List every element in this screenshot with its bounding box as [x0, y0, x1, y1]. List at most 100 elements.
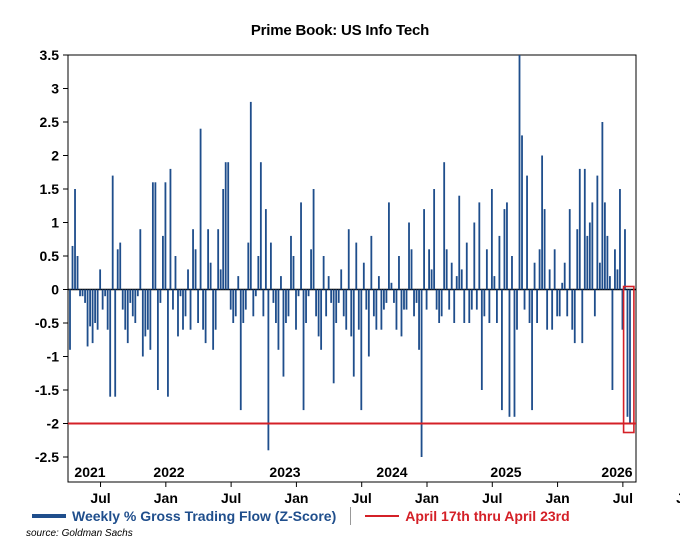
- bar: [478, 202, 481, 290]
- bar: [322, 256, 325, 290]
- bar: [330, 289, 333, 303]
- bar: [455, 276, 458, 290]
- bar: [111, 175, 114, 290]
- bar: [124, 289, 127, 330]
- bar: [332, 289, 335, 384]
- bar: [593, 289, 596, 317]
- bar: [375, 289, 378, 330]
- bar: [295, 289, 297, 330]
- bar: [194, 249, 197, 290]
- bar: [423, 209, 425, 290]
- bar: [606, 235, 609, 290]
- bar: [189, 289, 192, 330]
- bar: [624, 229, 626, 290]
- bar: [619, 189, 621, 290]
- bar: [614, 249, 616, 290]
- bar: [164, 182, 167, 290]
- bar: [445, 249, 448, 290]
- bar: [227, 162, 230, 290]
- bar: [184, 289, 187, 317]
- bar: [405, 289, 408, 310]
- bar: [571, 289, 574, 330]
- bar: [96, 289, 99, 330]
- source-note: source: Goldman Sachs: [26, 528, 133, 539]
- bar: [144, 289, 147, 337]
- x-tick-label: Jan: [546, 490, 570, 506]
- bar: [277, 289, 280, 350]
- bar: [212, 289, 215, 350]
- bar: [79, 289, 81, 297]
- bar: [383, 289, 385, 310]
- bar: [126, 289, 129, 344]
- bar: [169, 168, 172, 290]
- bar: [337, 289, 340, 303]
- bar: [498, 235, 501, 290]
- y-tick-label: -1.5: [35, 382, 59, 398]
- bar: [244, 289, 247, 310]
- legend-separator: [350, 507, 352, 525]
- bar: [285, 289, 287, 323]
- bar: [272, 289, 275, 303]
- year-label: 2023: [269, 464, 300, 480]
- bar: [443, 162, 446, 290]
- bar: [583, 168, 586, 290]
- bar: [151, 182, 154, 290]
- legend: Weekly % Gross Trading Flow (Z-Score) Ap…: [32, 506, 584, 526]
- bar: [573, 289, 576, 344]
- y-tick-label: 3.5: [40, 47, 60, 63]
- bar: [563, 262, 566, 290]
- bar: [149, 289, 152, 350]
- bar: [139, 229, 142, 290]
- bar: [598, 262, 601, 290]
- bar: [521, 135, 523, 290]
- bar: [305, 289, 307, 323]
- bar: [267, 289, 270, 451]
- bar: [237, 276, 240, 290]
- bar: [172, 289, 174, 310]
- bar: [217, 229, 220, 290]
- x-tick-label: Jan: [284, 490, 308, 506]
- bar: [433, 189, 436, 290]
- bar: [470, 289, 473, 310]
- bar: [292, 256, 295, 290]
- bar: [302, 289, 305, 411]
- bar: [101, 289, 104, 310]
- bar: [483, 289, 486, 317]
- year-label: 2021: [74, 464, 105, 480]
- bar: [121, 289, 124, 310]
- bar: [596, 175, 599, 290]
- bar: [415, 289, 418, 303]
- bar: [207, 229, 210, 290]
- bar: [177, 289, 179, 337]
- y-tick-label: 0: [51, 282, 59, 298]
- bar: [629, 289, 631, 424]
- bar: [367, 289, 370, 357]
- bar: [551, 289, 554, 330]
- bar: [576, 229, 579, 290]
- bar: [352, 289, 355, 377]
- bar: [214, 289, 217, 330]
- bar: [104, 289, 107, 297]
- bar: [503, 209, 506, 290]
- bar: [129, 289, 132, 303]
- bar: [317, 289, 320, 337]
- bar: [297, 289, 300, 297]
- bar: [94, 289, 97, 323]
- bar: [586, 235, 589, 290]
- bar: [232, 289, 235, 323]
- bar: [546, 289, 549, 330]
- legend-label-series: Weekly % Gross Trading Flow (Z-Score): [72, 508, 337, 524]
- bar: [616, 269, 619, 290]
- y-tick-label: 3: [51, 81, 59, 97]
- bar: [136, 289, 139, 297]
- bar: [370, 235, 373, 290]
- bar: [385, 289, 388, 303]
- bar: [327, 276, 330, 290]
- bar: [197, 289, 199, 323]
- plot-frame: [67, 54, 637, 483]
- bar: [335, 289, 338, 323]
- bar: [269, 242, 272, 290]
- x-tick-label: Jul: [90, 490, 110, 506]
- bar: [174, 256, 177, 290]
- bar: [202, 289, 204, 330]
